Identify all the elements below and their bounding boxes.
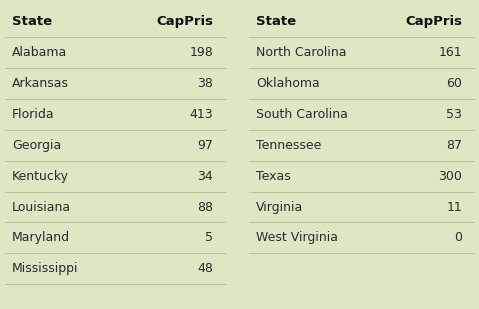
Text: 38: 38 [197,77,213,90]
Text: South Carolina: South Carolina [256,108,348,121]
Text: Tennessee: Tennessee [256,139,321,152]
Text: 0: 0 [454,231,462,244]
Text: 198: 198 [189,46,213,59]
Text: Arkansas: Arkansas [12,77,69,90]
Text: 413: 413 [190,108,213,121]
Text: Mississippi: Mississippi [12,262,79,275]
Text: 87: 87 [446,139,462,152]
Text: Kentucky: Kentucky [12,170,69,183]
Text: 48: 48 [197,262,213,275]
Text: Virginia: Virginia [256,201,304,214]
Text: 88: 88 [197,201,213,214]
Text: 60: 60 [446,77,462,90]
Text: Florida: Florida [12,108,55,121]
Text: Oklahoma: Oklahoma [256,77,320,90]
Text: 34: 34 [197,170,213,183]
Text: 97: 97 [197,139,213,152]
Text: 11: 11 [446,201,462,214]
Text: Louisiana: Louisiana [12,201,71,214]
Text: CapPris: CapPris [156,15,213,28]
Text: CapPris: CapPris [405,15,462,28]
Text: 5: 5 [205,231,213,244]
Text: 300: 300 [438,170,462,183]
Text: West Virginia: West Virginia [256,231,338,244]
Text: 53: 53 [446,108,462,121]
Text: State: State [12,15,52,28]
Text: Alabama: Alabama [12,46,67,59]
Text: Georgia: Georgia [12,139,61,152]
Text: North Carolina: North Carolina [256,46,347,59]
Text: 161: 161 [439,46,462,59]
Text: State: State [256,15,297,28]
Text: Texas: Texas [256,170,291,183]
Text: Maryland: Maryland [12,231,70,244]
